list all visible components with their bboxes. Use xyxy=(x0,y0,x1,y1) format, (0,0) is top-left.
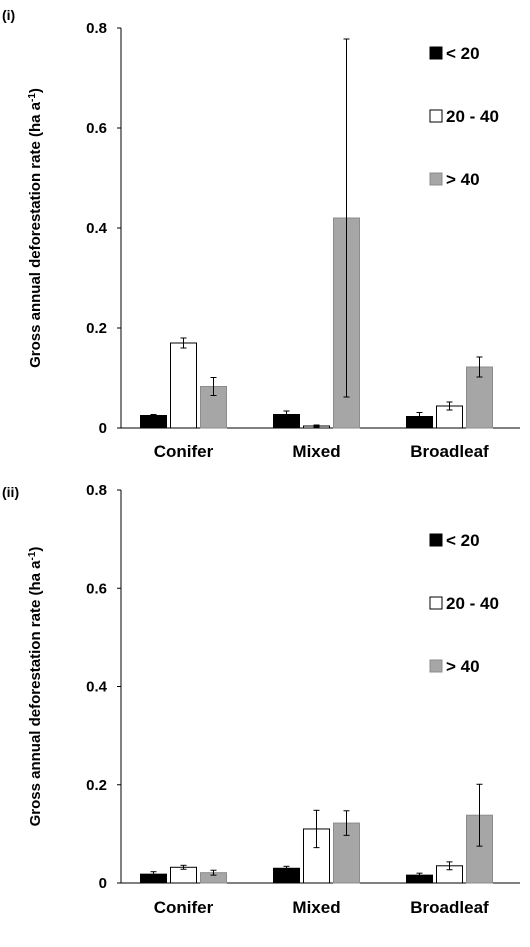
legend-label: < 20 xyxy=(446,44,480,63)
category-label: Conifer xyxy=(154,898,214,917)
bar-broadleaf-series-3 xyxy=(466,366,493,429)
category-label: Broadleaf xyxy=(410,898,489,917)
legend-swatch xyxy=(429,659,443,673)
category-label: Conifer xyxy=(154,442,214,461)
panel-label: (i) xyxy=(2,7,15,23)
bar-conifer-series-1 xyxy=(140,415,167,429)
y-tick-label: 0.6 xyxy=(86,120,107,137)
y-tick-label: 0.2 xyxy=(86,777,107,794)
y-tick-label: 0.8 xyxy=(86,482,107,499)
legend-label: < 20 xyxy=(446,531,480,550)
legend-label: > 40 xyxy=(446,170,480,189)
y-tick-label: 0.6 xyxy=(86,580,107,597)
legend-label: 20 - 40 xyxy=(446,107,499,126)
y-tick-label: 0 xyxy=(99,420,107,437)
legend-swatch xyxy=(429,46,443,60)
legend-swatch xyxy=(429,109,443,123)
chart-panel-2: (ii) 0 0.2 0.4 0.6 0.8 Gross annual deforestat… xyxy=(2,482,520,917)
y-tick-label: 0.8 xyxy=(86,20,107,37)
category-label: Broadleaf xyxy=(410,442,489,461)
y-tick-label: 0.4 xyxy=(86,679,108,696)
bar-conifer-series-2 xyxy=(170,342,197,429)
legend-swatch xyxy=(429,596,443,610)
y-tick-label: 0 xyxy=(99,875,107,892)
bar-broadleaf-series-3 xyxy=(466,814,493,884)
category-label: Mixed xyxy=(292,898,340,917)
category-label: Mixed xyxy=(292,442,340,461)
legend-swatch xyxy=(429,172,443,186)
y-tick-label: 0.2 xyxy=(86,320,107,337)
bar-conifer-series-3 xyxy=(200,386,227,429)
y-axis-label: Gross annual deforestation rate (ha a-1) xyxy=(27,88,45,368)
y-axis-label: Gross annual deforestation rate (ha a-1) xyxy=(27,547,45,827)
legend-label: 20 - 40 xyxy=(446,594,499,613)
legend-swatch xyxy=(429,533,443,547)
y-tick-label: 0.4 xyxy=(86,220,108,237)
panel-label: (ii) xyxy=(2,484,19,500)
chart-panel-1: (i) 0 0.2 0.4 0.6 0.8 Gross annual deforestati… xyxy=(2,7,520,461)
legend-label: > 40 xyxy=(446,657,480,676)
